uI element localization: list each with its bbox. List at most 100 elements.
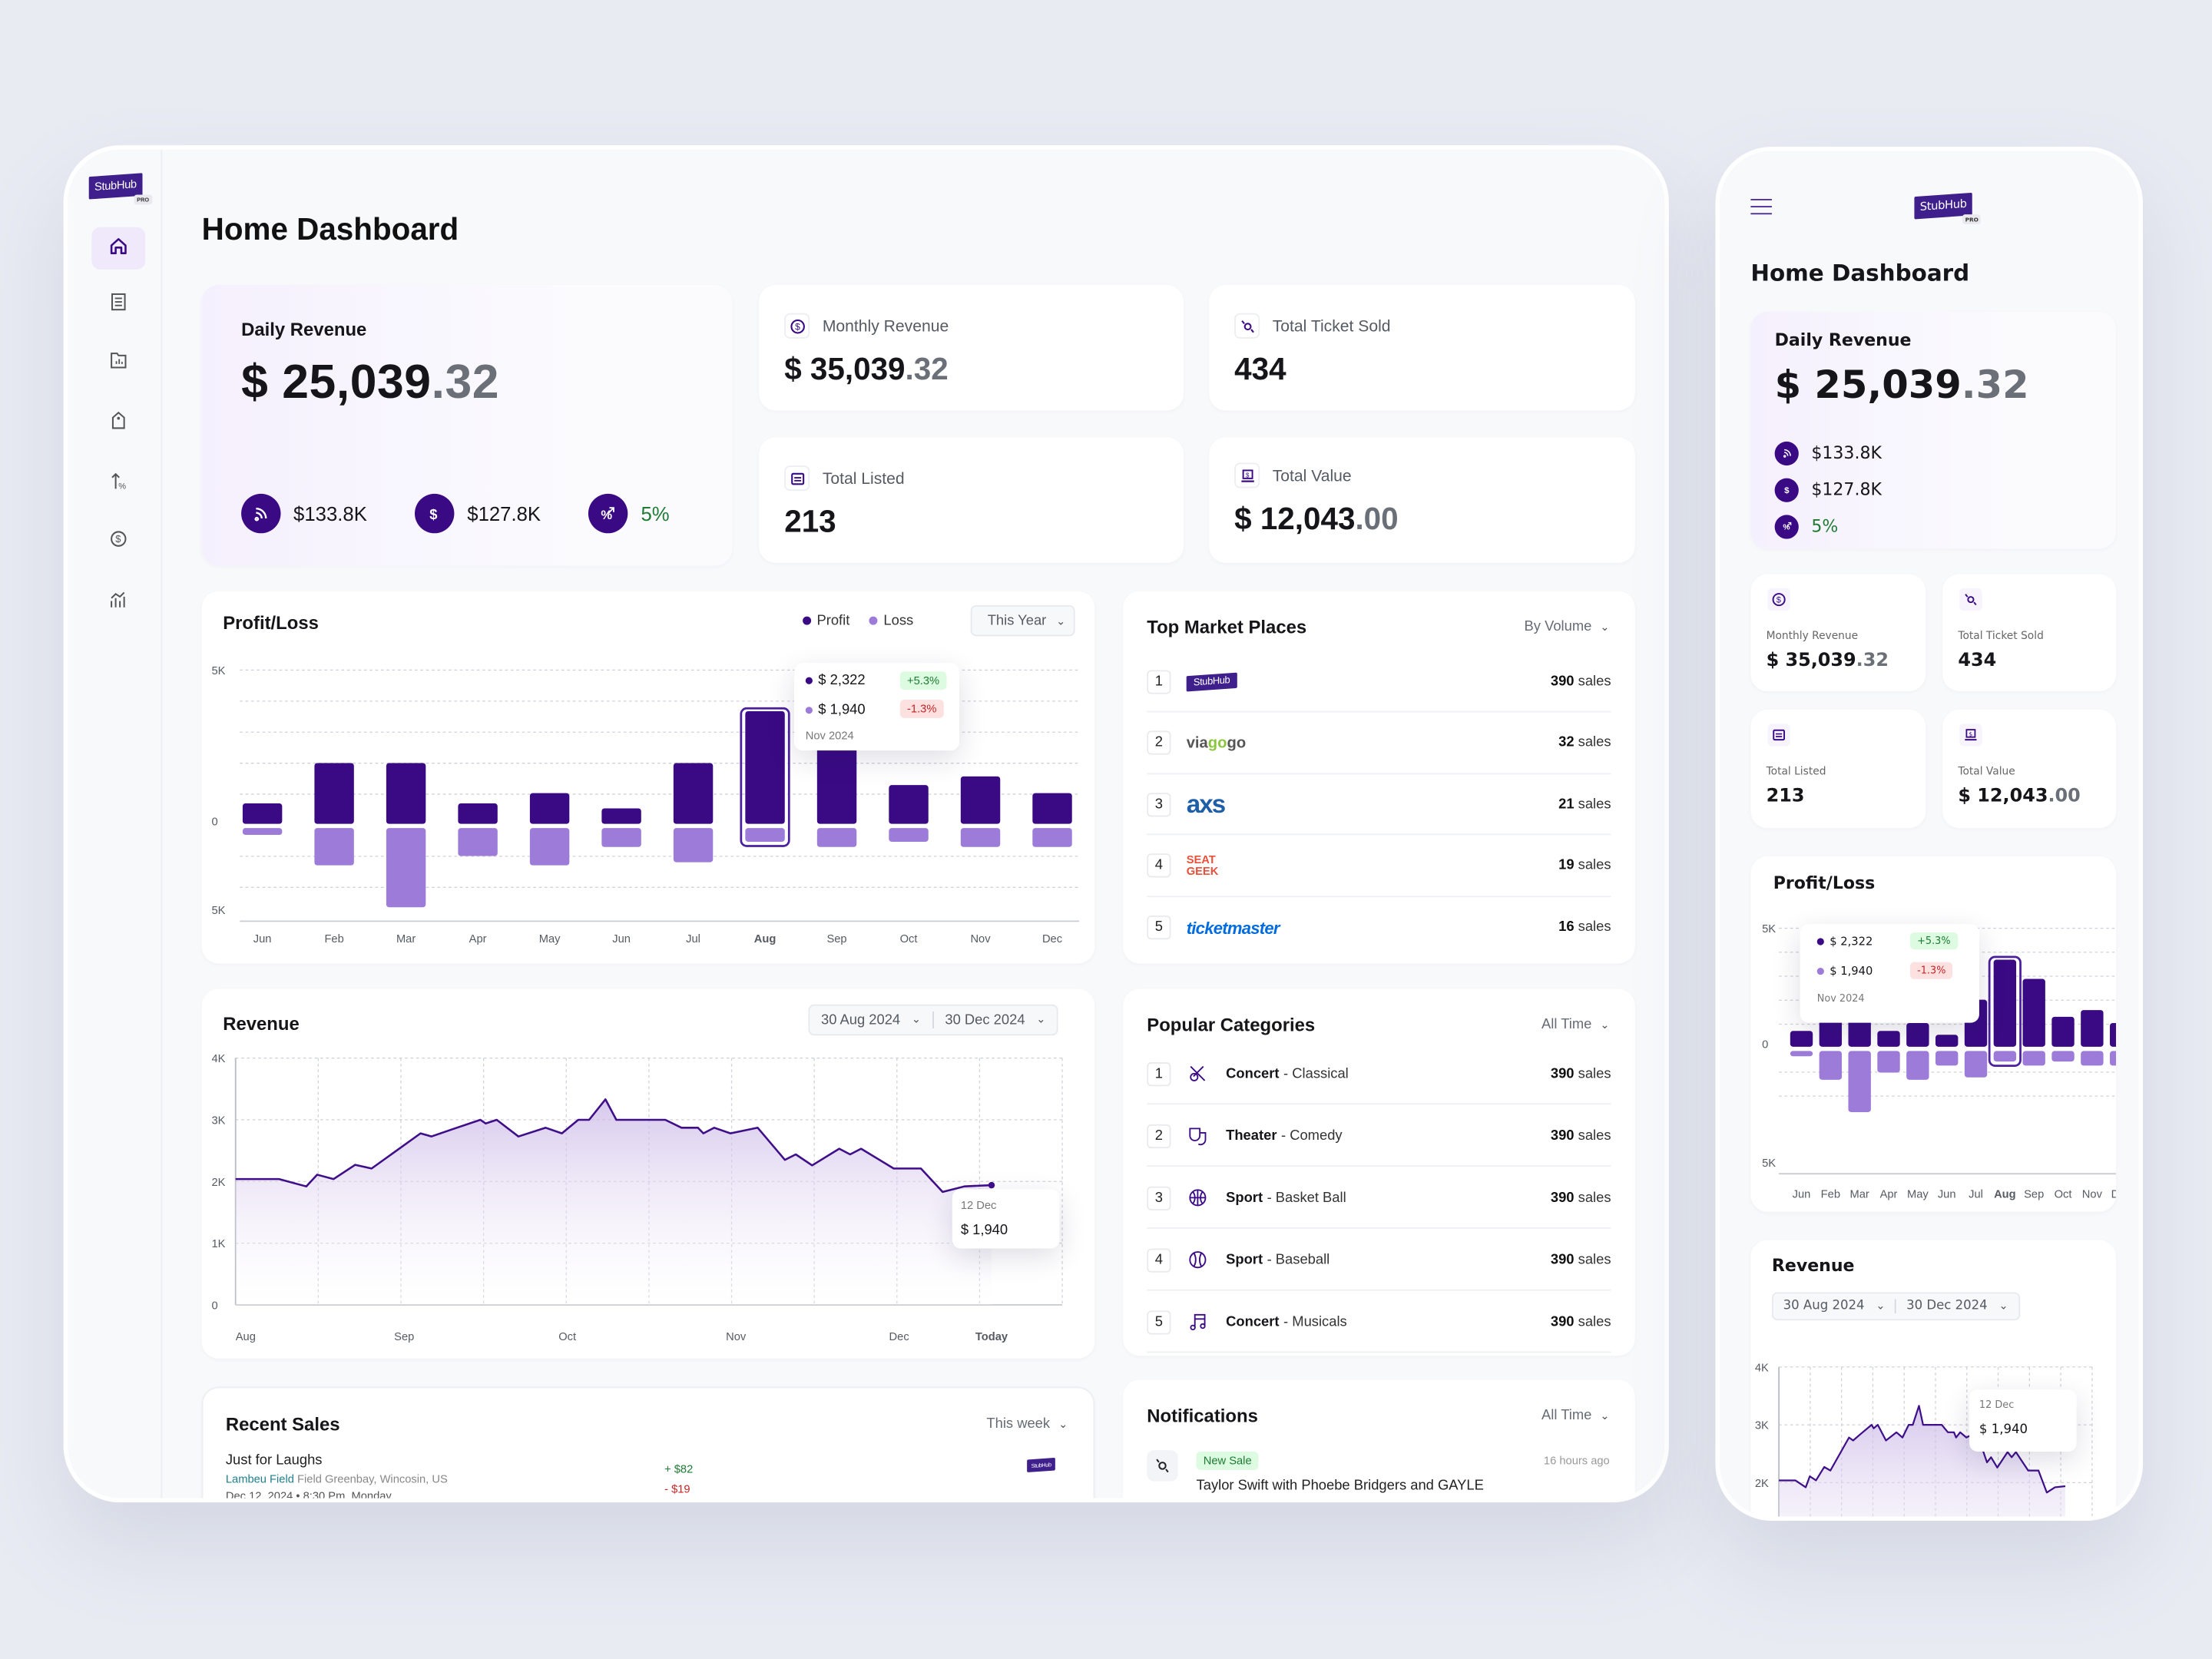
volume-select[interactable]: By Volume ⌄: [1525, 619, 1610, 634]
daily-stat: $ $127.8K: [415, 493, 541, 534]
volume-select-value: By Volume: [1524, 619, 1592, 635]
x-tick-label: Nov: [2082, 1188, 2103, 1200]
daily-revenue-value: $ 25,039.32: [1775, 364, 2029, 408]
marketplace-logo: StubHub: [1186, 671, 1237, 691]
profit-loss-tooltip: $ 2,322 +5.3% $ 1,940 -1.3% Nov 2024: [1800, 924, 1979, 1023]
category-row[interactable]: 3 Sport - Basket Ball 390 sales: [1147, 1168, 1611, 1229]
sidebar-item-reports[interactable]: [91, 341, 145, 383]
daily-stat-value: 5%: [1811, 516, 1839, 536]
dollar-circle-icon: $: [784, 313, 810, 339]
loss-bar: [889, 828, 929, 842]
sidebar-item-home[interactable]: [91, 227, 146, 270]
x-tick-label: Jun: [1793, 1188, 1811, 1200]
date-from-select[interactable]: 30 Aug 2024 ⌄: [810, 1012, 932, 1028]
x-tick-label: Jul: [686, 933, 700, 945]
profit-bar: [386, 763, 426, 824]
rss-icon: [1774, 440, 1799, 465]
date-from-value: 30 Aug 2024: [1783, 1299, 1865, 1313]
legend-dot-icon: [803, 616, 812, 625]
dollar-circle-icon: $: [1767, 588, 1790, 611]
sidebar-item-listings[interactable]: [91, 283, 145, 326]
revenue-line: [235, 1098, 992, 1194]
profit-bar: [673, 763, 714, 824]
sale-event-name: Just for Laughs: [225, 1452, 323, 1469]
rank-badge: 4: [1147, 1247, 1171, 1272]
marketplace-row[interactable]: 5 ticketmaster 16 sales: [1147, 897, 1611, 958]
kpi-value: 213: [784, 504, 836, 541]
sale-item[interactable]: Just for Laughs Lambeu Field Field Green…: [225, 1452, 1072, 1498]
kpi-card: $ Total Value $ 12,043.00: [1942, 709, 2117, 829]
period-select[interactable]: This Year ⌄: [970, 604, 1076, 637]
x-tick-label: May: [1907, 1188, 1929, 1200]
kpi-card: $ Monthly Revenue $ 35,039.32: [759, 285, 1184, 411]
date-to-select[interactable]: 30 Dec 2024 ⌄: [1896, 1300, 2018, 1313]
tooltip-loss-change: -1.3%: [899, 700, 944, 718]
sale-venue[interactable]: Lambeu Field: [225, 1472, 294, 1486]
rank-badge: 1: [1147, 669, 1171, 694]
category-row[interactable]: 4 Sport - Baseball 390 sales: [1147, 1230, 1611, 1291]
marketplace-row[interactable]: 1 StubHub 390 sales: [1147, 652, 1611, 713]
loss-bar: [1848, 1051, 1871, 1112]
y-tick-label: 5K: [1762, 923, 1776, 935]
daily-stat-value: 5%: [641, 502, 670, 525]
daily-revenue-label: Daily Revenue: [1774, 329, 1912, 350]
sidebar-item-tags[interactable]: [91, 402, 145, 444]
revenue-title: Revenue: [223, 1012, 300, 1035]
loss-bar: [1877, 1051, 1900, 1073]
loss-bar: [1993, 1051, 2017, 1062]
revenue-area: [235, 1099, 992, 1305]
profit-loss-tooltip: $ 2,322 +5.3% $ 1,940 -1.3% Nov 2024: [794, 663, 959, 751]
legend-loss[interactable]: Loss: [869, 614, 913, 629]
kpi-card: Total Listed 213: [759, 437, 1184, 563]
date-range: 30 Aug 2024 ⌄ 30 Dec 2024 ⌄: [1771, 1292, 2020, 1321]
daily-revenue-whole: $ 25,039: [1774, 363, 1962, 408]
daily-stat-value: $133.8K: [1811, 442, 1882, 463]
daily-revenue-decimals: .32: [1961, 363, 2029, 408]
legend-profit[interactable]: Profit: [803, 614, 849, 629]
ticket-transfer-icon: [1234, 313, 1260, 339]
categories-time-select[interactable]: All Time ⌄: [1541, 1017, 1610, 1032]
profit-loss-title: Profit/Loss: [223, 612, 319, 634]
svg-text:%: %: [118, 482, 126, 491]
sidebar: StubHub PRO % $: [68, 149, 163, 1498]
y-tick-label: 0: [212, 816, 218, 828]
category-sub: - Musicals: [1283, 1313, 1347, 1330]
kpi-label: Total Value: [1958, 764, 2015, 778]
kpi-value: 434: [1958, 651, 1996, 672]
sales-number: 390: [1550, 1252, 1575, 1268]
notifications-time-select[interactable]: All Time ⌄: [1541, 1408, 1610, 1423]
category-row[interactable]: 5 Concert - Musicals 390 sales: [1147, 1292, 1611, 1353]
marketplace-row[interactable]: 3 axs 21 sales: [1147, 774, 1611, 836]
sidebar-item-payouts[interactable]: $: [91, 521, 145, 563]
date-to-select[interactable]: 30 Dec 2024 ⌄: [934, 1012, 1058, 1028]
marketplace-row[interactable]: 4 SEAT GEEK 19 sales: [1147, 836, 1611, 897]
sidebar-item-markup[interactable]: %: [91, 462, 145, 505]
page-title: Home Dashboard: [1750, 259, 1970, 286]
date-from-value: 30 Aug 2024: [820, 1012, 901, 1028]
category-row[interactable]: 2 Theater - Comedy 390 sales: [1147, 1106, 1611, 1167]
marketplace-row[interactable]: 2 viagogoviagogo 32 sales: [1147, 713, 1611, 774]
sidebar-item-analytics[interactable]: [91, 581, 145, 624]
date-to-value: 30 Dec 2024: [945, 1012, 1025, 1028]
legend-loss-label: Loss: [883, 613, 914, 630]
x-tick-label: Aug: [1994, 1188, 2016, 1200]
chevron-down-icon: ⌄: [1036, 1012, 1046, 1025]
kpi-value-decimals: .32: [1856, 650, 1889, 672]
category-sub: - Basket Ball: [1267, 1190, 1346, 1206]
divider: [1895, 1299, 1897, 1313]
tooltip-profit: $ 2,322: [1830, 935, 1873, 949]
legend-profit-label: Profit: [816, 613, 850, 630]
category-row[interactable]: 1 Concert - Classical 390 sales: [1147, 1044, 1611, 1105]
highlight-outline: [740, 707, 790, 847]
notification-text[interactable]: Taylor Swift with Phoebe Bridgers and GA…: [1196, 1478, 1484, 1495]
notifications-time-value: All Time: [1541, 1408, 1592, 1424]
sales-count: 19 sales: [1558, 858, 1611, 873]
refresh-dollar-icon: $: [108, 527, 130, 557]
kpi-value-whole: 434: [1234, 351, 1286, 387]
date-from-select[interactable]: 30 Aug 2024 ⌄: [1773, 1300, 1896, 1313]
hamburger-menu-icon[interactable]: [1750, 198, 1772, 214]
category-group: Sport: [1226, 1190, 1263, 1206]
kpi-value-decimals: .32: [905, 351, 949, 387]
sales-period-select[interactable]: This week ⌄: [986, 1416, 1068, 1432]
loss-bar: [816, 828, 857, 847]
